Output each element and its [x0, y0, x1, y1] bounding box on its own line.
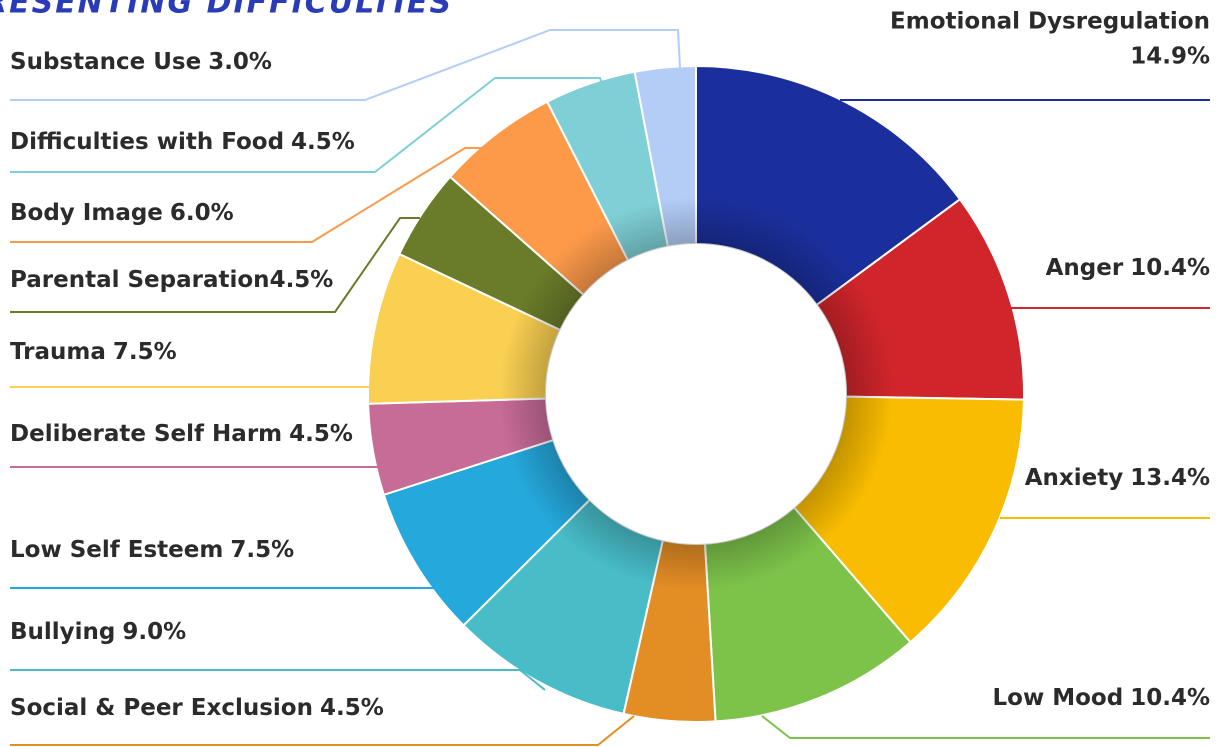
slice-value: 4.5% [320, 695, 384, 721]
slice-value: 4.5% [289, 421, 353, 447]
slice-name: Social & Peer Exclusion [10, 695, 313, 721]
slice-name: Anger [1046, 255, 1124, 281]
leader-line [10, 669, 546, 691]
slice-value: 10.4% [1130, 255, 1210, 281]
slice-value: 13.4% [1130, 465, 1210, 491]
slice-value: 4.5% [291, 129, 355, 155]
slice-value: 7.5% [113, 339, 177, 365]
slice-name: Body Image [10, 200, 163, 226]
slice-value: 4.5% [270, 267, 334, 293]
leader-line [10, 217, 420, 313]
donut-hole [546, 244, 846, 544]
slice-value: 10.4% [1130, 685, 1210, 711]
chart-title: PRESENTING DIFFICULTIES [0, 0, 453, 21]
slice-name: Substance Use [10, 49, 201, 75]
slice-label: Social & Peer Exclusion 4.5% [10, 695, 384, 721]
leader-line [10, 77, 607, 173]
slice-name: Low Self Esteem [10, 537, 223, 563]
slice-label: Anger 10.4% [1046, 255, 1210, 281]
slice-label: Difficulties with Food 4.5% [10, 129, 355, 155]
slice-name: Low Mood [993, 685, 1124, 711]
slice-label: Parental Separation4.5% [10, 267, 333, 293]
leader-line [10, 147, 482, 243]
slice-label: Body Image 6.0% [10, 200, 234, 226]
slice-label: Trauma 7.5% [10, 339, 177, 365]
slice-name: Parental Separation [10, 267, 270, 293]
slice-name: Anxiety [1025, 465, 1123, 491]
slice-label: Emotional Dysregulation [890, 9, 1210, 35]
slice-label: Substance Use 3.0% [10, 49, 272, 75]
slice-name: Bullying [10, 619, 115, 645]
slice-value: 9.0% [122, 619, 186, 645]
slice-value: 7.5% [230, 537, 294, 563]
leader-line [10, 715, 635, 746]
slice-label: Deliberate Self Harm 4.5% [10, 421, 353, 447]
slice-label: Anxiety 13.4% [1025, 465, 1210, 491]
slice-name: Trauma [10, 339, 106, 365]
leader-line [10, 29, 681, 101]
slice-label: Low Mood 10.4% [993, 685, 1210, 711]
leader-line [761, 715, 1210, 739]
slice-name: Deliberate Self Harm [10, 421, 282, 447]
slice-value: 14.9% [1130, 44, 1210, 70]
slice-name: Difficulties with Food [10, 129, 284, 155]
slice-label: Low Self Esteem 7.5% [10, 537, 294, 563]
slice-label: Bullying 9.0% [10, 619, 186, 645]
slice-value: 6.0% [170, 200, 234, 226]
slice-value: 3.0% [208, 49, 272, 75]
